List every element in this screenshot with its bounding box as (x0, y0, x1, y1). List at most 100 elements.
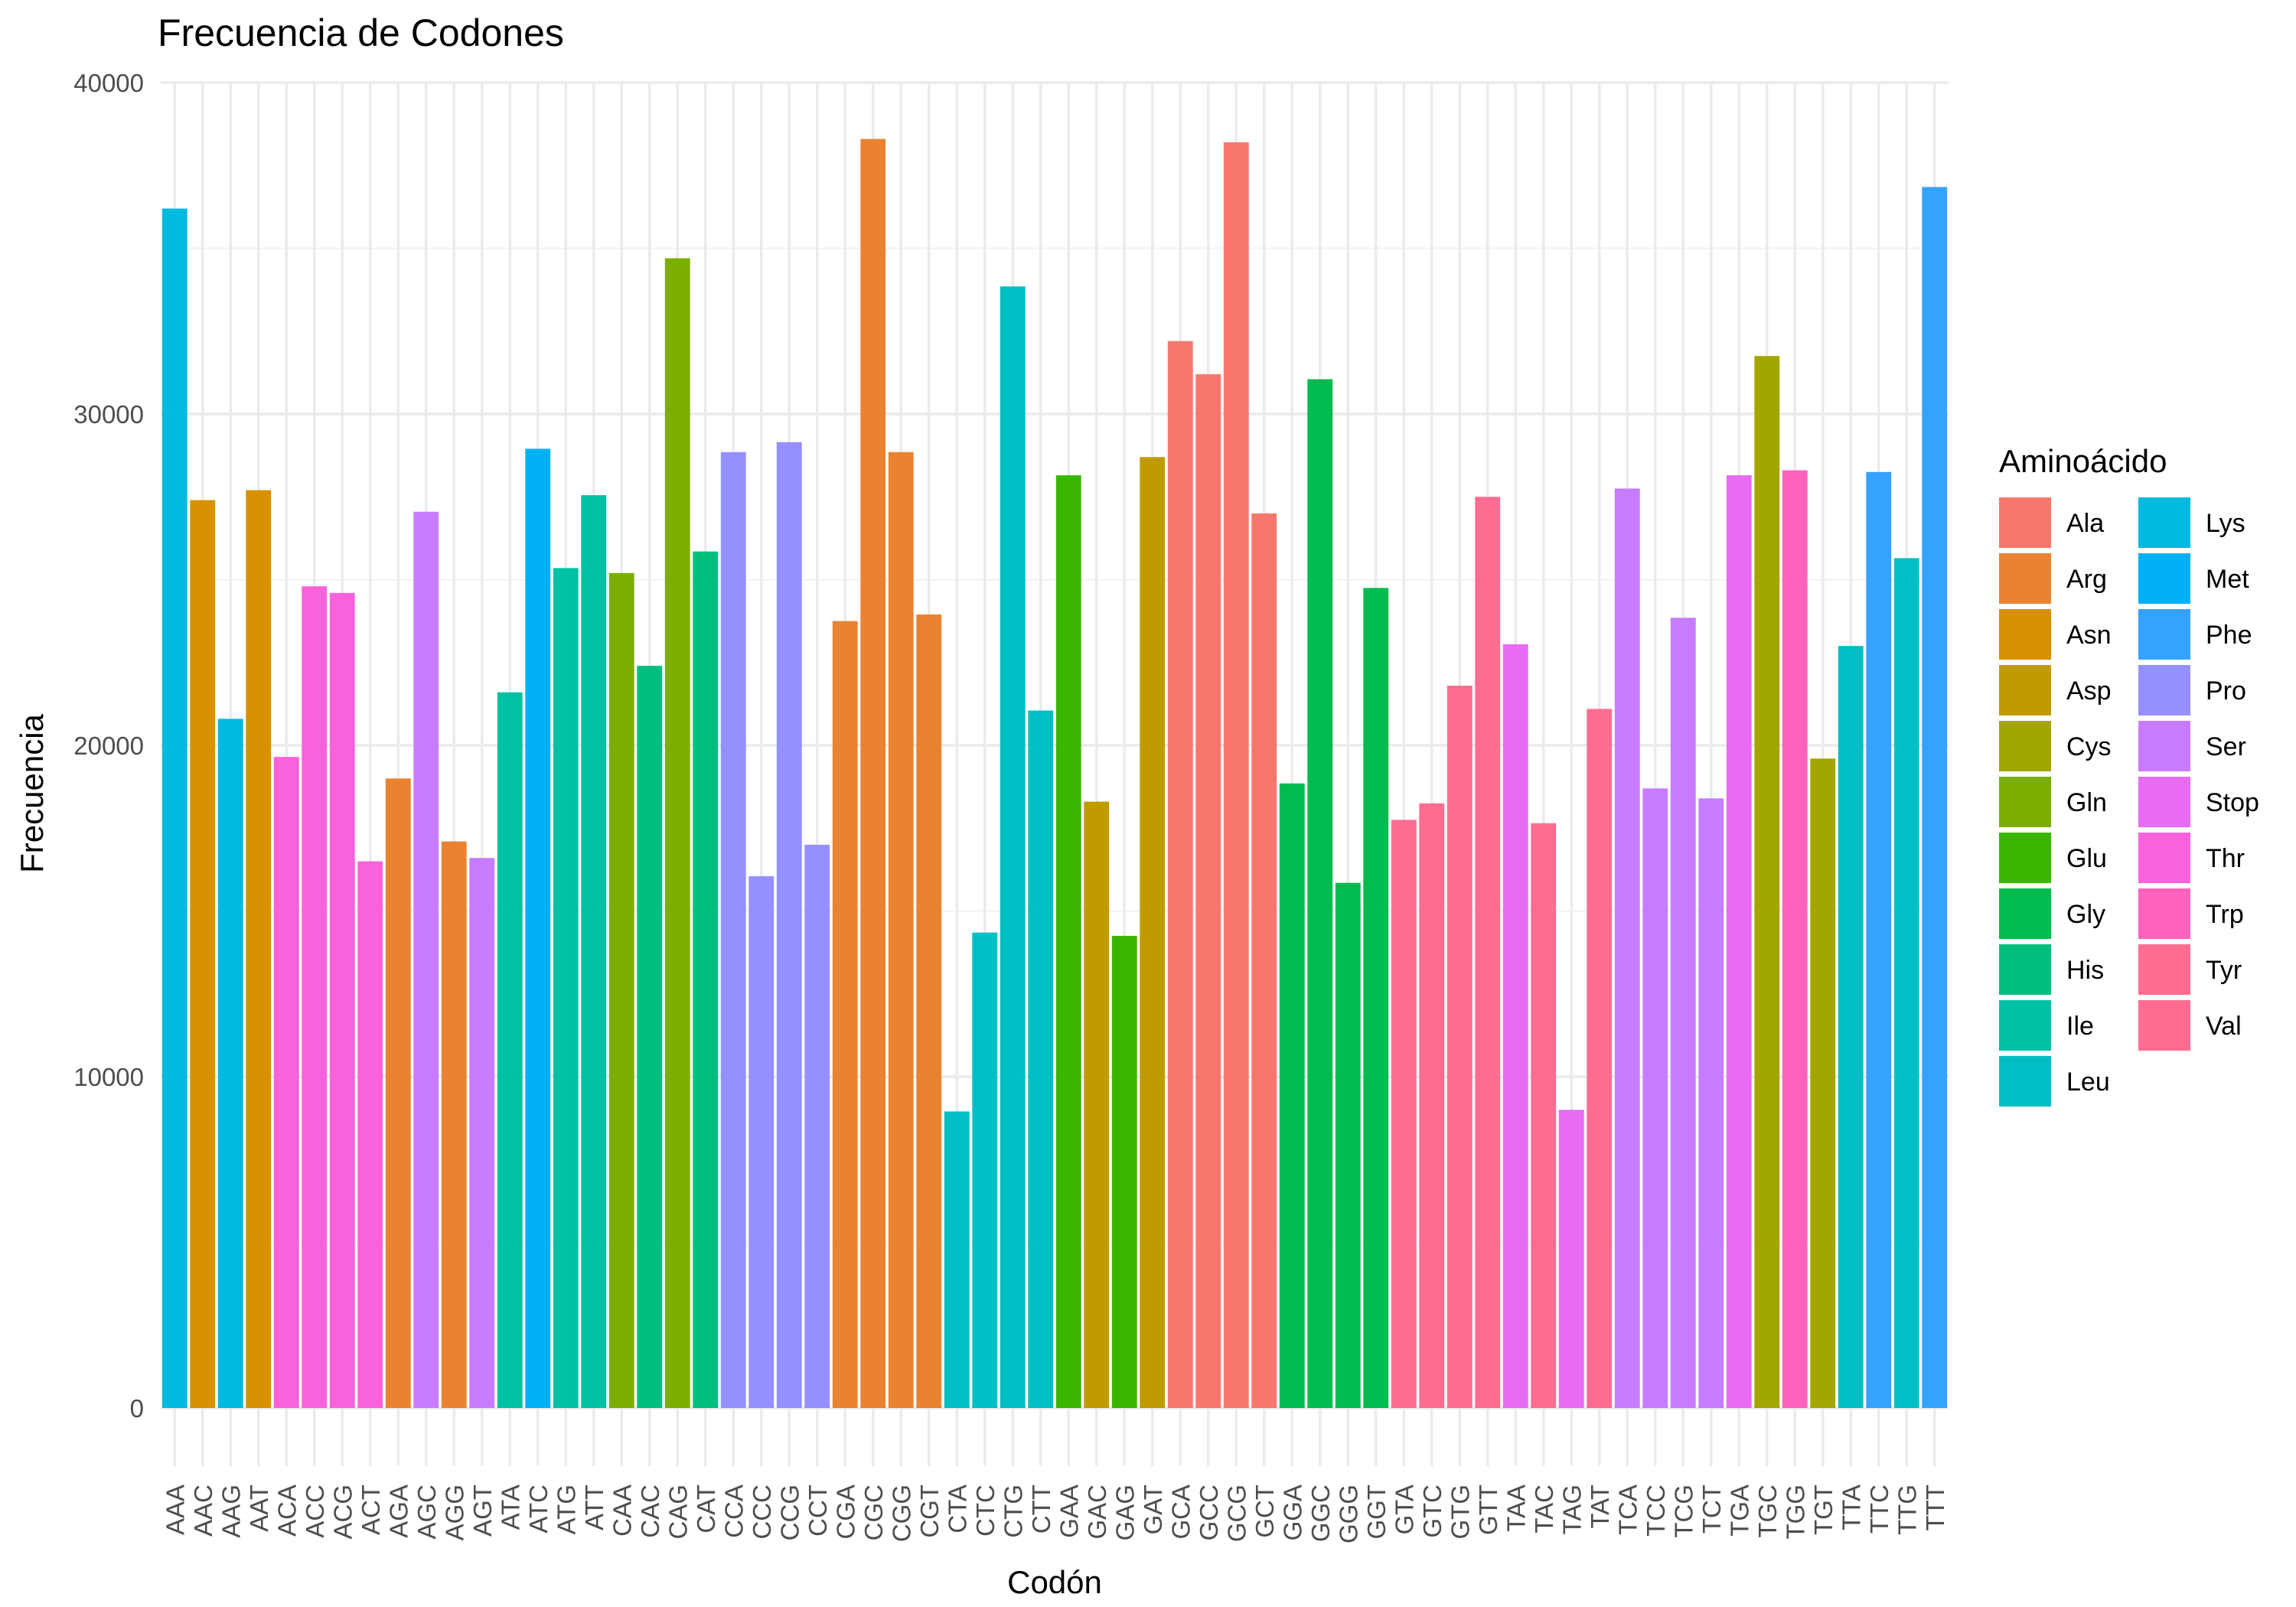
x-tick-label: ATA (496, 1485, 524, 1530)
x-tick-label: CTA (943, 1485, 971, 1534)
legend-label-val: Val (2206, 1012, 2242, 1041)
legend-label-trp: Trp (2206, 900, 2244, 929)
legend-key-ile (1999, 1000, 2051, 1051)
bar-ctg (1000, 286, 1026, 1408)
x-tick-label: GTT (1474, 1485, 1502, 1535)
bar-ttc (1866, 471, 1892, 1408)
x-tick-label: TAG (1557, 1485, 1586, 1534)
legend-key-thr (2138, 833, 2190, 883)
x-tick-label: ACT (357, 1485, 385, 1535)
bar-gtg (1446, 686, 1473, 1408)
bar-gca (1167, 341, 1193, 1408)
bar-cat (693, 551, 719, 1408)
x-tick-label: TTC (1865, 1485, 1893, 1534)
bar-gtt (1475, 497, 1501, 1408)
bar-tga (1726, 475, 1752, 1408)
x-tick-label: GAA (1055, 1485, 1083, 1538)
bar-acc (302, 586, 328, 1409)
x-tick-label: ACC (301, 1485, 329, 1538)
bar-ctc (972, 932, 998, 1408)
bar-taa (1502, 644, 1528, 1408)
y-tick-label: 10000 (73, 1063, 144, 1091)
x-tick-label: TAC (1530, 1485, 1558, 1534)
legend-key-phe (2138, 609, 2190, 660)
bar-aat (246, 490, 272, 1408)
bar-gtc (1419, 803, 1445, 1408)
x-tick-label: GCA (1166, 1485, 1195, 1540)
x-tick-label: CTC (971, 1485, 1000, 1537)
x-tick-label: TGA (1725, 1485, 1753, 1537)
y-axis-ticks: 0 10000 20000 30000 40000 (73, 69, 144, 1423)
legend-label-glu: Glu (2066, 844, 2107, 873)
x-tick-label: GCC (1195, 1485, 1223, 1540)
bar-gcc (1195, 374, 1221, 1408)
bar-ggt (1363, 588, 1389, 1409)
bar-gaa (1055, 475, 1081, 1408)
x-tick-label: TCT (1698, 1485, 1726, 1534)
bar-act (357, 861, 383, 1408)
x-tick-label: GGT (1362, 1485, 1391, 1540)
x-axis-title: Codón (1007, 1564, 1102, 1600)
x-tick-label: AAT (245, 1485, 273, 1532)
legend-label-ala: Ala (2066, 509, 2104, 538)
legend-label-gly: Gly (2066, 900, 2105, 929)
x-tick-label: TGT (1809, 1485, 1838, 1535)
bar-cct (804, 844, 830, 1408)
bar-aca (273, 757, 299, 1408)
legend-label-lys: Lys (2206, 509, 2245, 538)
bar-gat (1140, 457, 1166, 1408)
bar-ccg (776, 442, 802, 1409)
bar-att (581, 495, 607, 1409)
legend-key-lys (2138, 497, 2190, 548)
legend-key-pro (2138, 665, 2190, 715)
bar-caa (608, 572, 634, 1408)
x-tick-label: GCG (1222, 1485, 1251, 1542)
x-tick-label: GAG (1110, 1485, 1139, 1540)
x-tick-label: GGA (1278, 1485, 1306, 1540)
legend-label-ser: Ser (2206, 732, 2246, 761)
bar-atg (553, 568, 579, 1408)
legend-key-gly (1999, 888, 2051, 939)
bar-ttt (1922, 187, 1948, 1408)
bar-tgc (1754, 356, 1780, 1409)
legend-key-trp (2138, 888, 2190, 939)
x-tick-label: ATT (580, 1485, 608, 1530)
legend-label-pro: Pro (2206, 676, 2246, 706)
x-tick-label: ACA (272, 1485, 301, 1537)
legend-label-met: Met (2206, 565, 2249, 594)
x-tick-label: AGC (413, 1485, 441, 1540)
x-tick-label: ACG (328, 1485, 357, 1540)
legend-label-cys: Cys (2066, 732, 2112, 761)
bar-aag (217, 719, 243, 1408)
y-tick-label: 40000 (73, 69, 144, 97)
bar-gga (1279, 783, 1305, 1408)
legend-key-asp (1999, 665, 2051, 715)
bar-ggg (1335, 882, 1361, 1408)
x-tick-label: GTA (1390, 1485, 1418, 1534)
x-tick-label: TAA (1502, 1485, 1530, 1532)
x-tick-label: GGG (1334, 1485, 1362, 1543)
bar-cga (832, 621, 858, 1408)
legend-label-phe: Phe (2206, 621, 2252, 650)
bar-gac (1084, 801, 1110, 1408)
bar-aac (190, 500, 216, 1408)
x-tick-label: AAG (217, 1485, 245, 1538)
bar-atc (525, 448, 551, 1408)
bar-ggc (1307, 379, 1333, 1408)
bar-acg (329, 592, 355, 1408)
legend-label-leu: Leu (2066, 1068, 2110, 1097)
x-tick-label: GTC (1418, 1485, 1446, 1538)
bar-gag (1111, 935, 1137, 1408)
y-axis-title: Frecuencia (14, 713, 50, 872)
x-tick-label: GAT (1139, 1485, 1167, 1534)
y-tick-label: 0 (130, 1394, 144, 1423)
legend-label-gln: Gln (2066, 788, 2107, 817)
x-tick-label: CCC (748, 1485, 776, 1540)
bar-cac (637, 666, 663, 1408)
x-tick-label: CTT (1027, 1485, 1055, 1534)
bar-cta (944, 1111, 970, 1408)
legend-label-asn: Asn (2066, 621, 2112, 650)
legend-key-stop (2138, 777, 2190, 827)
x-tick-label: CCT (804, 1485, 832, 1537)
legend-label-stop: Stop (2206, 788, 2259, 817)
